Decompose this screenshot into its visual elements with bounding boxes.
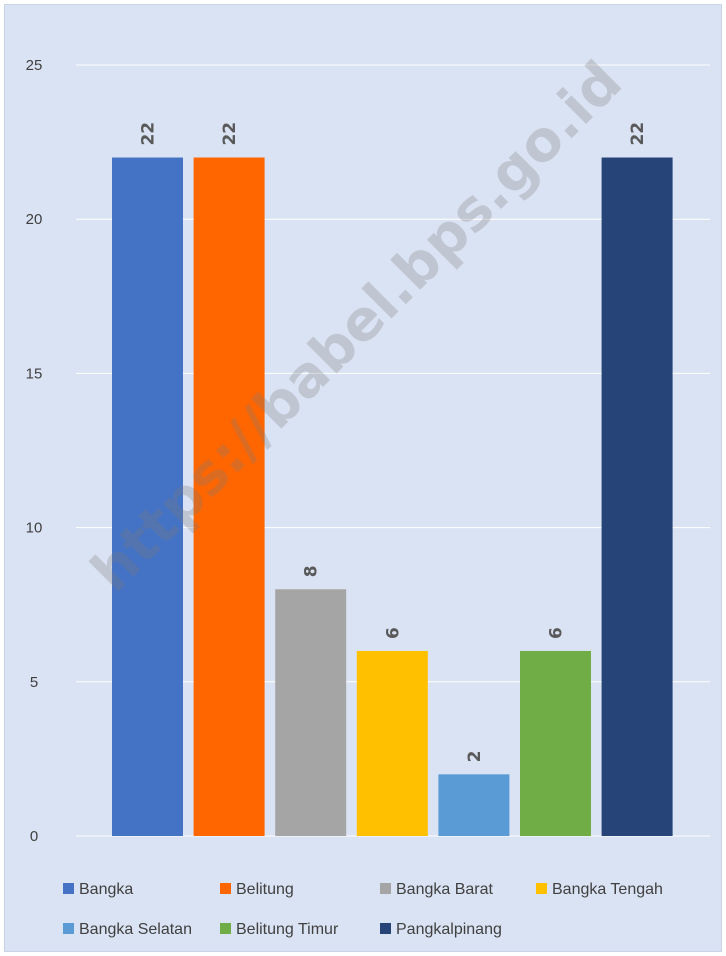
data-label: 22 [220, 122, 240, 146]
legend-label: Bangka Tengah [552, 881, 663, 898]
y-tick-label: 0 [30, 828, 38, 845]
legend-swatch [380, 923, 391, 934]
bar-bangka-barat [275, 589, 347, 836]
bar-bangka [112, 157, 183, 836]
legend-label: Bangka Barat [396, 881, 494, 898]
legend-swatch [536, 883, 547, 894]
legend-label: Belitung Timur [236, 921, 339, 938]
legend-swatch [63, 883, 74, 894]
y-tick-label: 5 [30, 674, 38, 691]
bars [112, 157, 673, 836]
data-label: 6 [383, 627, 403, 639]
y-tick-label: 10 [26, 520, 43, 537]
bar-belitung-timur [520, 650, 591, 836]
y-tick-label: 20 [26, 211, 43, 228]
y-tick-label: 25 [26, 57, 43, 74]
bar-bangka-tengah [356, 650, 428, 836]
bar-bangka-selatan [438, 774, 510, 836]
data-label: 8 [302, 565, 322, 577]
legend-swatch [380, 883, 391, 894]
legend-label: Pangkalpinang [396, 921, 502, 938]
legend-label: Belitung [236, 881, 294, 898]
bar-pangkalpinang [601, 157, 673, 836]
data-label: 22 [628, 122, 648, 146]
legend-swatch [63, 923, 74, 934]
data-label: 22 [139, 122, 159, 146]
data-labels: 22 22 8 6 2 6 22 [139, 122, 649, 762]
y-tick-label: 15 [26, 365, 43, 382]
legend: Bangka Belitung Bangka Barat Bangka Tengah B… [63, 881, 663, 938]
data-label: 2 [465, 750, 485, 762]
legend-label: Bangka Selatan [79, 921, 192, 938]
legend-label: Bangka [79, 881, 133, 898]
legend-swatch [220, 923, 231, 934]
legend-swatch [220, 883, 231, 894]
y-axis-tick-labels: 0 5 10 15 20 25 [26, 57, 43, 845]
data-label: 6 [547, 627, 567, 639]
bar-belitung [193, 157, 265, 836]
